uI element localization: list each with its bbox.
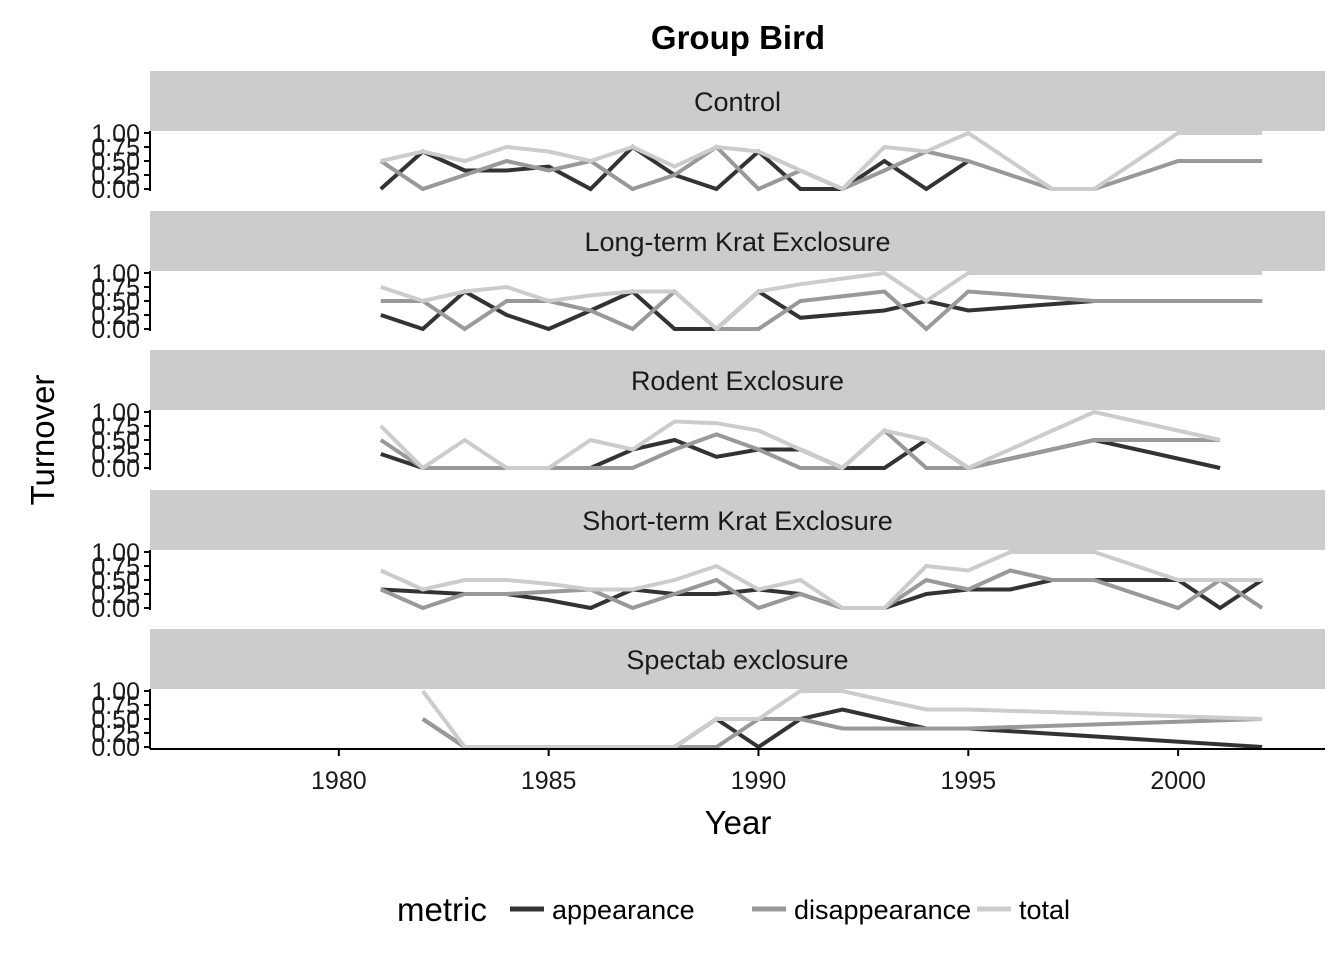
- facet-strip-label: Spectab exclosure: [626, 645, 848, 675]
- facet-strip: [150, 71, 1325, 131]
- legend-label: appearance: [552, 895, 695, 925]
- legend: metric appearance disappearance total: [397, 891, 1070, 928]
- y-tick-label: 0.00: [91, 595, 140, 623]
- facet-strip-label: Rodent Exclosure: [631, 366, 844, 396]
- facet-panel: Spectab exclosure 0.000.250.500.751.00: [91, 629, 1325, 762]
- facet-panel: Short-term Krat Exclosure 0.000.250.500.7…: [91, 490, 1325, 623]
- facet-panel: Control 0.000.250.500.751.00: [91, 71, 1325, 204]
- series-line-total: [421, 689, 1263, 749]
- x-axis: 1980 1985 1990 1995 2000: [150, 748, 1325, 795]
- facet-strip: [150, 350, 1325, 410]
- y-tick-label: 0.50: [91, 706, 140, 734]
- y-tick-label: 1.00: [91, 399, 140, 427]
- y-tick-label: 1.00: [91, 260, 140, 288]
- x-axis-title: Year: [705, 804, 772, 841]
- y-tick-label: 0.75: [91, 413, 140, 441]
- y-tick-label: 0.50: [91, 288, 140, 316]
- series-line-total: [380, 270, 1263, 332]
- x-tick-label: 1985: [521, 767, 577, 795]
- series-line-disappearance: [380, 288, 1263, 332]
- y-tick-label: 0.75: [91, 553, 140, 581]
- legend-label: disappearance: [794, 895, 971, 925]
- y-tick-label: 0.25: [91, 581, 140, 609]
- y-tick-label: 0.00: [91, 734, 140, 762]
- y-tick-label: 1.00: [91, 678, 140, 706]
- x-tick-label: 1980: [311, 767, 367, 795]
- y-tick-label: 0.00: [91, 455, 140, 483]
- x-tick-label: 1990: [731, 767, 787, 795]
- y-tick-label: 0.25: [91, 302, 140, 330]
- y-tick-label: 0.50: [91, 567, 140, 595]
- series-line-appearance: [380, 437, 1221, 471]
- facet-strip-label: Short-term Krat Exclosure: [582, 506, 893, 536]
- y-tick-label: 0.00: [91, 176, 140, 204]
- y-tick-label: 0.50: [91, 427, 140, 455]
- facet-strip: [150, 629, 1325, 689]
- legend-title: metric: [397, 891, 487, 928]
- series-line-appearance: [380, 289, 1263, 332]
- legend-label: total: [1019, 895, 1070, 925]
- y-tick-label: 0.75: [91, 134, 140, 162]
- facet-panel: Long-term Krat Exclosure 0.000.250.500.75…: [91, 211, 1325, 344]
- series-line-total: [379, 550, 1263, 610]
- x-tick-label: 2000: [1150, 767, 1206, 795]
- y-tick-label: 0.75: [91, 692, 140, 720]
- y-axis-title: Turnover: [24, 375, 61, 506]
- y-tick-label: 0.25: [91, 441, 140, 469]
- facet-strip: [150, 490, 1325, 550]
- y-tick-label: 0.75: [91, 274, 140, 302]
- y-tick-label: 1.00: [91, 539, 140, 567]
- y-tick-label: 0.25: [91, 720, 140, 748]
- facet-strip-label: Long-term Krat Exclosure: [584, 227, 890, 257]
- y-tick-label: 0.25: [91, 162, 140, 190]
- series-line-disappearance: [379, 568, 1264, 611]
- series-line-disappearance: [421, 717, 1263, 749]
- y-tick-label: 0.50: [91, 148, 140, 176]
- facet-panel: Rodent Exclosure 0.000.250.500.751.00: [91, 350, 1325, 483]
- facet-strip-label: Control: [694, 87, 781, 117]
- facet-strip: [150, 211, 1325, 271]
- series-line-total: [379, 409, 1221, 471]
- series-line-disappearance: [379, 427, 1221, 470]
- y-tick-label: 1.00: [91, 120, 140, 148]
- x-tick-label: 1995: [940, 767, 996, 795]
- chart-title: Group Bird: [651, 19, 825, 56]
- series-line-total: [380, 130, 1263, 192]
- y-tick-label: 0.00: [91, 316, 140, 344]
